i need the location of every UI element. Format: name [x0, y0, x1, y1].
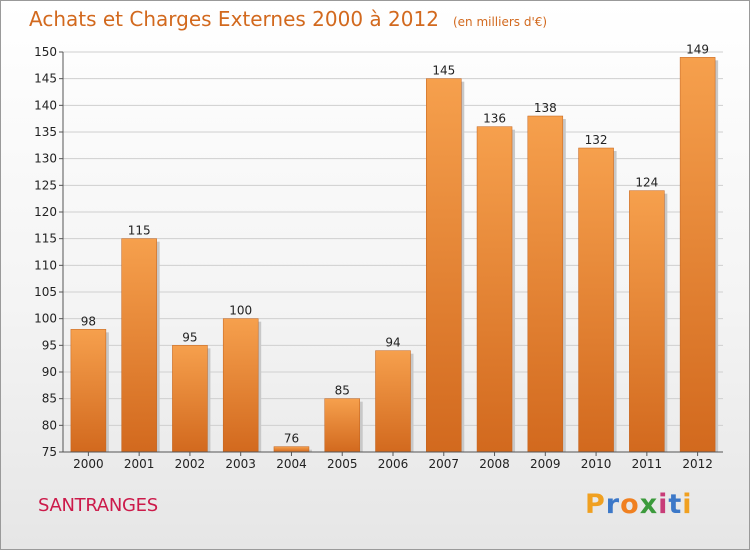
bar-2011 [629, 190, 665, 453]
bar-2003 [222, 318, 259, 453]
chart-title: Achats et Charges Externes 2000 à 2012 (e… [29, 7, 547, 31]
x-tick-label-2004: 2004 [276, 457, 307, 471]
y-tick-label: 120 [34, 205, 57, 219]
bar-2000 [70, 329, 107, 453]
data-label-2011: 124 [635, 176, 658, 190]
x-tick-label-2001: 2001 [124, 457, 155, 471]
data-label-2008: 136 [483, 112, 506, 126]
bar-2006 [375, 350, 411, 453]
logo-letter: t [668, 489, 683, 520]
x-tick-label-2002: 2002 [175, 457, 206, 471]
logo-letter: r [605, 489, 621, 520]
y-tick-label: 75 [42, 445, 57, 459]
logo-letter: i [682, 489, 693, 520]
bar-2001 [121, 238, 157, 453]
data-label-2002: 95 [182, 330, 197, 344]
logo-letter: x [639, 489, 659, 520]
proxiti-logo[interactable]: Proxiti [585, 489, 693, 520]
x-tick-label-2005: 2005 [327, 457, 358, 471]
label-layer: 98 115 95 100 76 85 94 145 136 138 132 124 149 [81, 42, 709, 445]
chart-title-text: Achats et Charges Externes 2000 à 2012 [29, 7, 439, 31]
y-tick-label: 105 [34, 285, 57, 299]
y-tick-label: 95 [42, 338, 57, 352]
axis-layer: 75 80 85 90 95 100 105 110 115 120 125 130 135 140 145… [34, 45, 723, 471]
bar-2007 [426, 78, 462, 453]
data-label-2009: 138 [534, 101, 557, 115]
data-label-2004: 76 [284, 432, 299, 446]
logo-letter: P [585, 489, 606, 520]
x-tick-label-2003: 2003 [225, 457, 256, 471]
y-tick-label: 90 [42, 365, 57, 379]
y-tick-label: 145 [34, 72, 57, 86]
y-tick-label: 100 [34, 312, 57, 326]
chart-subtitle: (en milliers d'€) [452, 15, 548, 29]
bar-2009 [527, 115, 564, 453]
logo-letter: o [620, 489, 640, 520]
y-tick-label: 110 [34, 258, 57, 272]
y-tick-label: 130 [34, 152, 57, 166]
data-label-2003: 100 [229, 304, 252, 318]
x-tick-label-2000: 2000 [73, 457, 104, 471]
x-tick-label-2006: 2006 [378, 457, 409, 471]
x-tick-label-2011: 2011 [632, 457, 663, 471]
x-tick-label-2010: 2010 [581, 457, 612, 471]
y-tick-label: 115 [34, 232, 57, 246]
y-tick-label: 85 [42, 392, 57, 406]
bar-layer [70, 57, 719, 453]
y-tick-label: 150 [34, 45, 57, 59]
bar-2005 [324, 398, 360, 453]
x-tick-label-2008: 2008 [479, 457, 510, 471]
data-label-2005: 85 [335, 384, 350, 398]
data-label-2012: 149 [686, 42, 709, 56]
data-label-2010: 132 [585, 133, 608, 147]
data-label-2000: 98 [81, 314, 96, 328]
y-tick-label: 125 [34, 178, 57, 192]
x-tick-label-2009: 2009 [530, 457, 561, 471]
data-label-2007: 145 [432, 64, 455, 78]
data-label-2006: 94 [385, 336, 400, 350]
x-tick-label-2007: 2007 [428, 457, 459, 471]
y-tick-label: 140 [34, 98, 57, 112]
bar-2004 [273, 446, 310, 453]
bar-2008 [476, 126, 513, 453]
y-tick-label: 135 [34, 125, 57, 139]
bar-2012 [679, 57, 716, 453]
data-label-2001: 115 [128, 224, 151, 238]
logo-letter: i [658, 489, 669, 520]
y-tick-label: 80 [42, 418, 57, 432]
x-tick-label-2012: 2012 [682, 457, 713, 471]
bar-2002 [172, 345, 208, 453]
bar-2010 [578, 147, 614, 453]
location-name: SANTRANGES [38, 495, 158, 516]
